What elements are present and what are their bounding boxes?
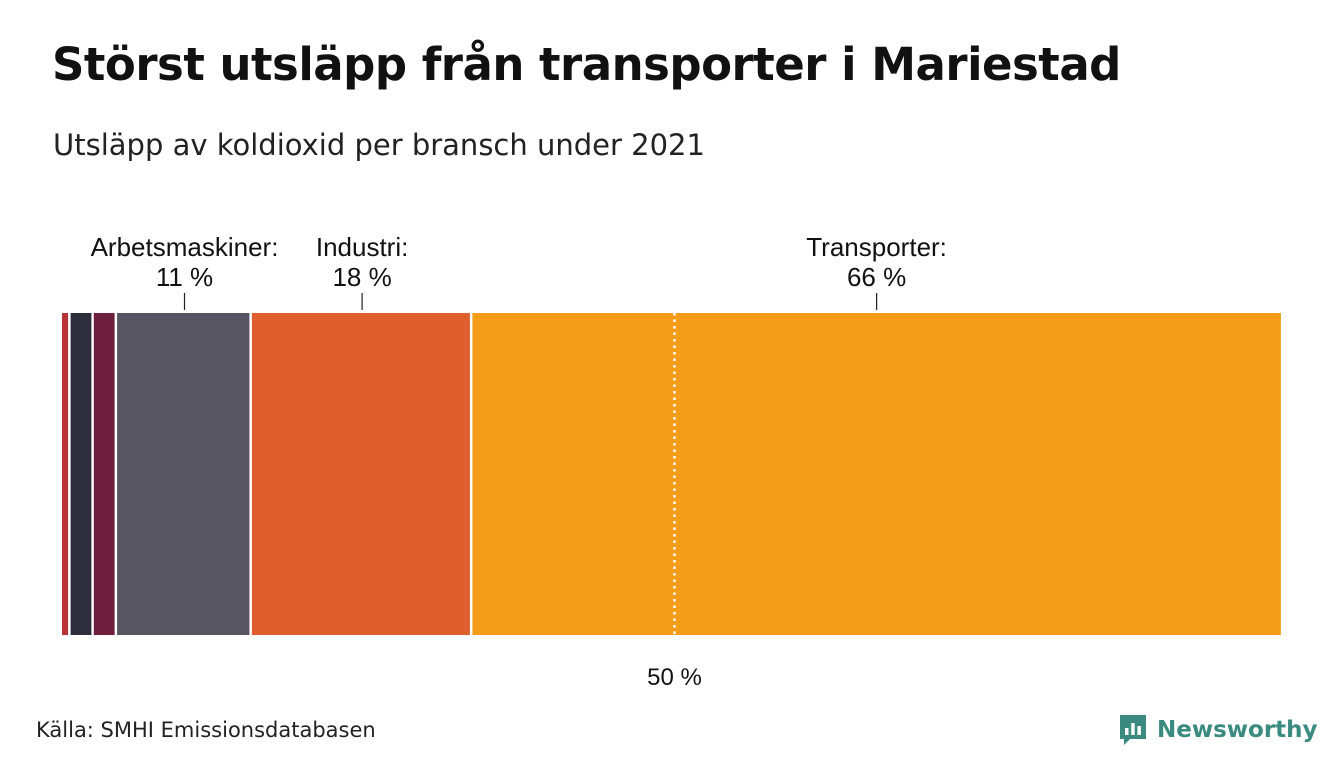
bar-segment-industri <box>251 313 470 635</box>
segment-name-arbetsmaskiner: Arbetsmaskiner: <box>91 232 279 262</box>
segment-value-industri: 18 % <box>332 262 391 292</box>
chart-subtitle: Utsläpp av koldioxid per bransch under 2… <box>53 128 705 162</box>
bar-segment-segment-2 <box>70 313 92 635</box>
bar-segment-transporter <box>472 313 1281 635</box>
bar-segment-segment-1 <box>62 313 69 635</box>
segment-value-transporter: 66 % <box>847 262 906 292</box>
bar-segment-segment-3 <box>93 313 115 635</box>
segment-name-transporter: Transporter: <box>806 232 947 262</box>
bar-segment-arbetsmaskiner <box>117 313 250 635</box>
stacked-bar-chart: Arbetsmaskiner:11 % Industri:18 % Transpor… <box>62 232 1281 691</box>
segment-value-arbetsmaskiner: 11 % <box>156 262 213 292</box>
brand-logo: Newsworthy <box>1118 713 1318 747</box>
reference-line-label: 50 % <box>647 664 702 691</box>
newsworthy-logo-icon <box>1120 715 1146 745</box>
segment-name-industri: Industri: <box>316 232 409 262</box>
brand-name: Newsworthy <box>1157 717 1318 743</box>
chart-title: Störst utsläpp från transporter i Maries… <box>52 38 1121 91</box>
source-note: Källa: SMHI Emissionsdatabasen <box>36 718 376 742</box>
